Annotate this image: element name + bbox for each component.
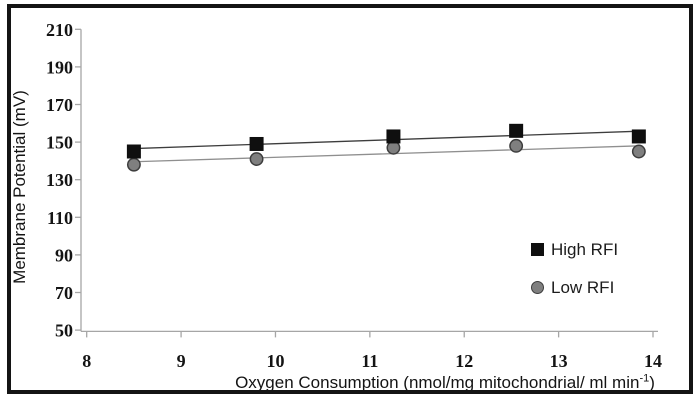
y-tick-label: 130 [46, 170, 73, 190]
y-tick-label: 190 [46, 57, 73, 77]
y-axis-title: Membrane Potential (mV) [10, 90, 29, 284]
y-tick-label: 170 [46, 95, 73, 115]
circle-marker-icon [531, 281, 544, 294]
x-axis-title-superscript: -1 [639, 372, 650, 385]
figure-border [7, 4, 693, 394]
data-point-high-rfi [249, 136, 264, 151]
x-tick-label: 9 [177, 351, 186, 371]
x-axis-title-close: ) [649, 373, 655, 392]
data-point-high-rfi [509, 123, 524, 138]
data-point-low-rfi [509, 138, 524, 153]
x-tick-label: 11 [361, 351, 378, 371]
y-tick-label: 90 [55, 245, 73, 265]
x-axis-title: Oxygen Consumption (nmol/mg mitochondria… [130, 372, 700, 392]
legend-item-high-rfi: High RFI [531, 240, 619, 259]
x-axis-title-text: Oxygen Consumption (nmol/mg mitochondria… [235, 373, 640, 392]
data-point-low-rfi [126, 157, 141, 172]
legend: High RFI Low RFI [531, 240, 619, 319]
data-point-low-rfi [631, 144, 646, 159]
trendline-1 [133, 145, 639, 163]
y-tick-label: 210 [46, 20, 73, 40]
x-tick-label: 13 [550, 351, 568, 371]
x-tick-label: 10 [266, 351, 284, 371]
legend-label-low-rfi: Low RFI [551, 278, 615, 297]
legend-item-low-rfi: Low RFI [531, 278, 618, 297]
x-tick-label: 8 [82, 351, 91, 371]
x-tick-label: 12 [455, 351, 473, 371]
legend-label-high-rfi: High RFI [551, 240, 619, 259]
trendline-0 [133, 130, 639, 150]
y-tick-label: 70 [55, 283, 73, 303]
y-tick-label: 50 [55, 321, 73, 341]
x-tick-label: 14 [644, 351, 662, 371]
data-point-low-rfi [249, 152, 264, 166]
square-marker-icon [531, 243, 544, 256]
data-point-high-rfi [386, 129, 401, 144]
data-point-high-rfi [126, 144, 141, 159]
data-point-high-rfi [631, 129, 646, 144]
y-tick-label: 150 [46, 133, 73, 153]
y-tick-label: 110 [47, 208, 73, 228]
